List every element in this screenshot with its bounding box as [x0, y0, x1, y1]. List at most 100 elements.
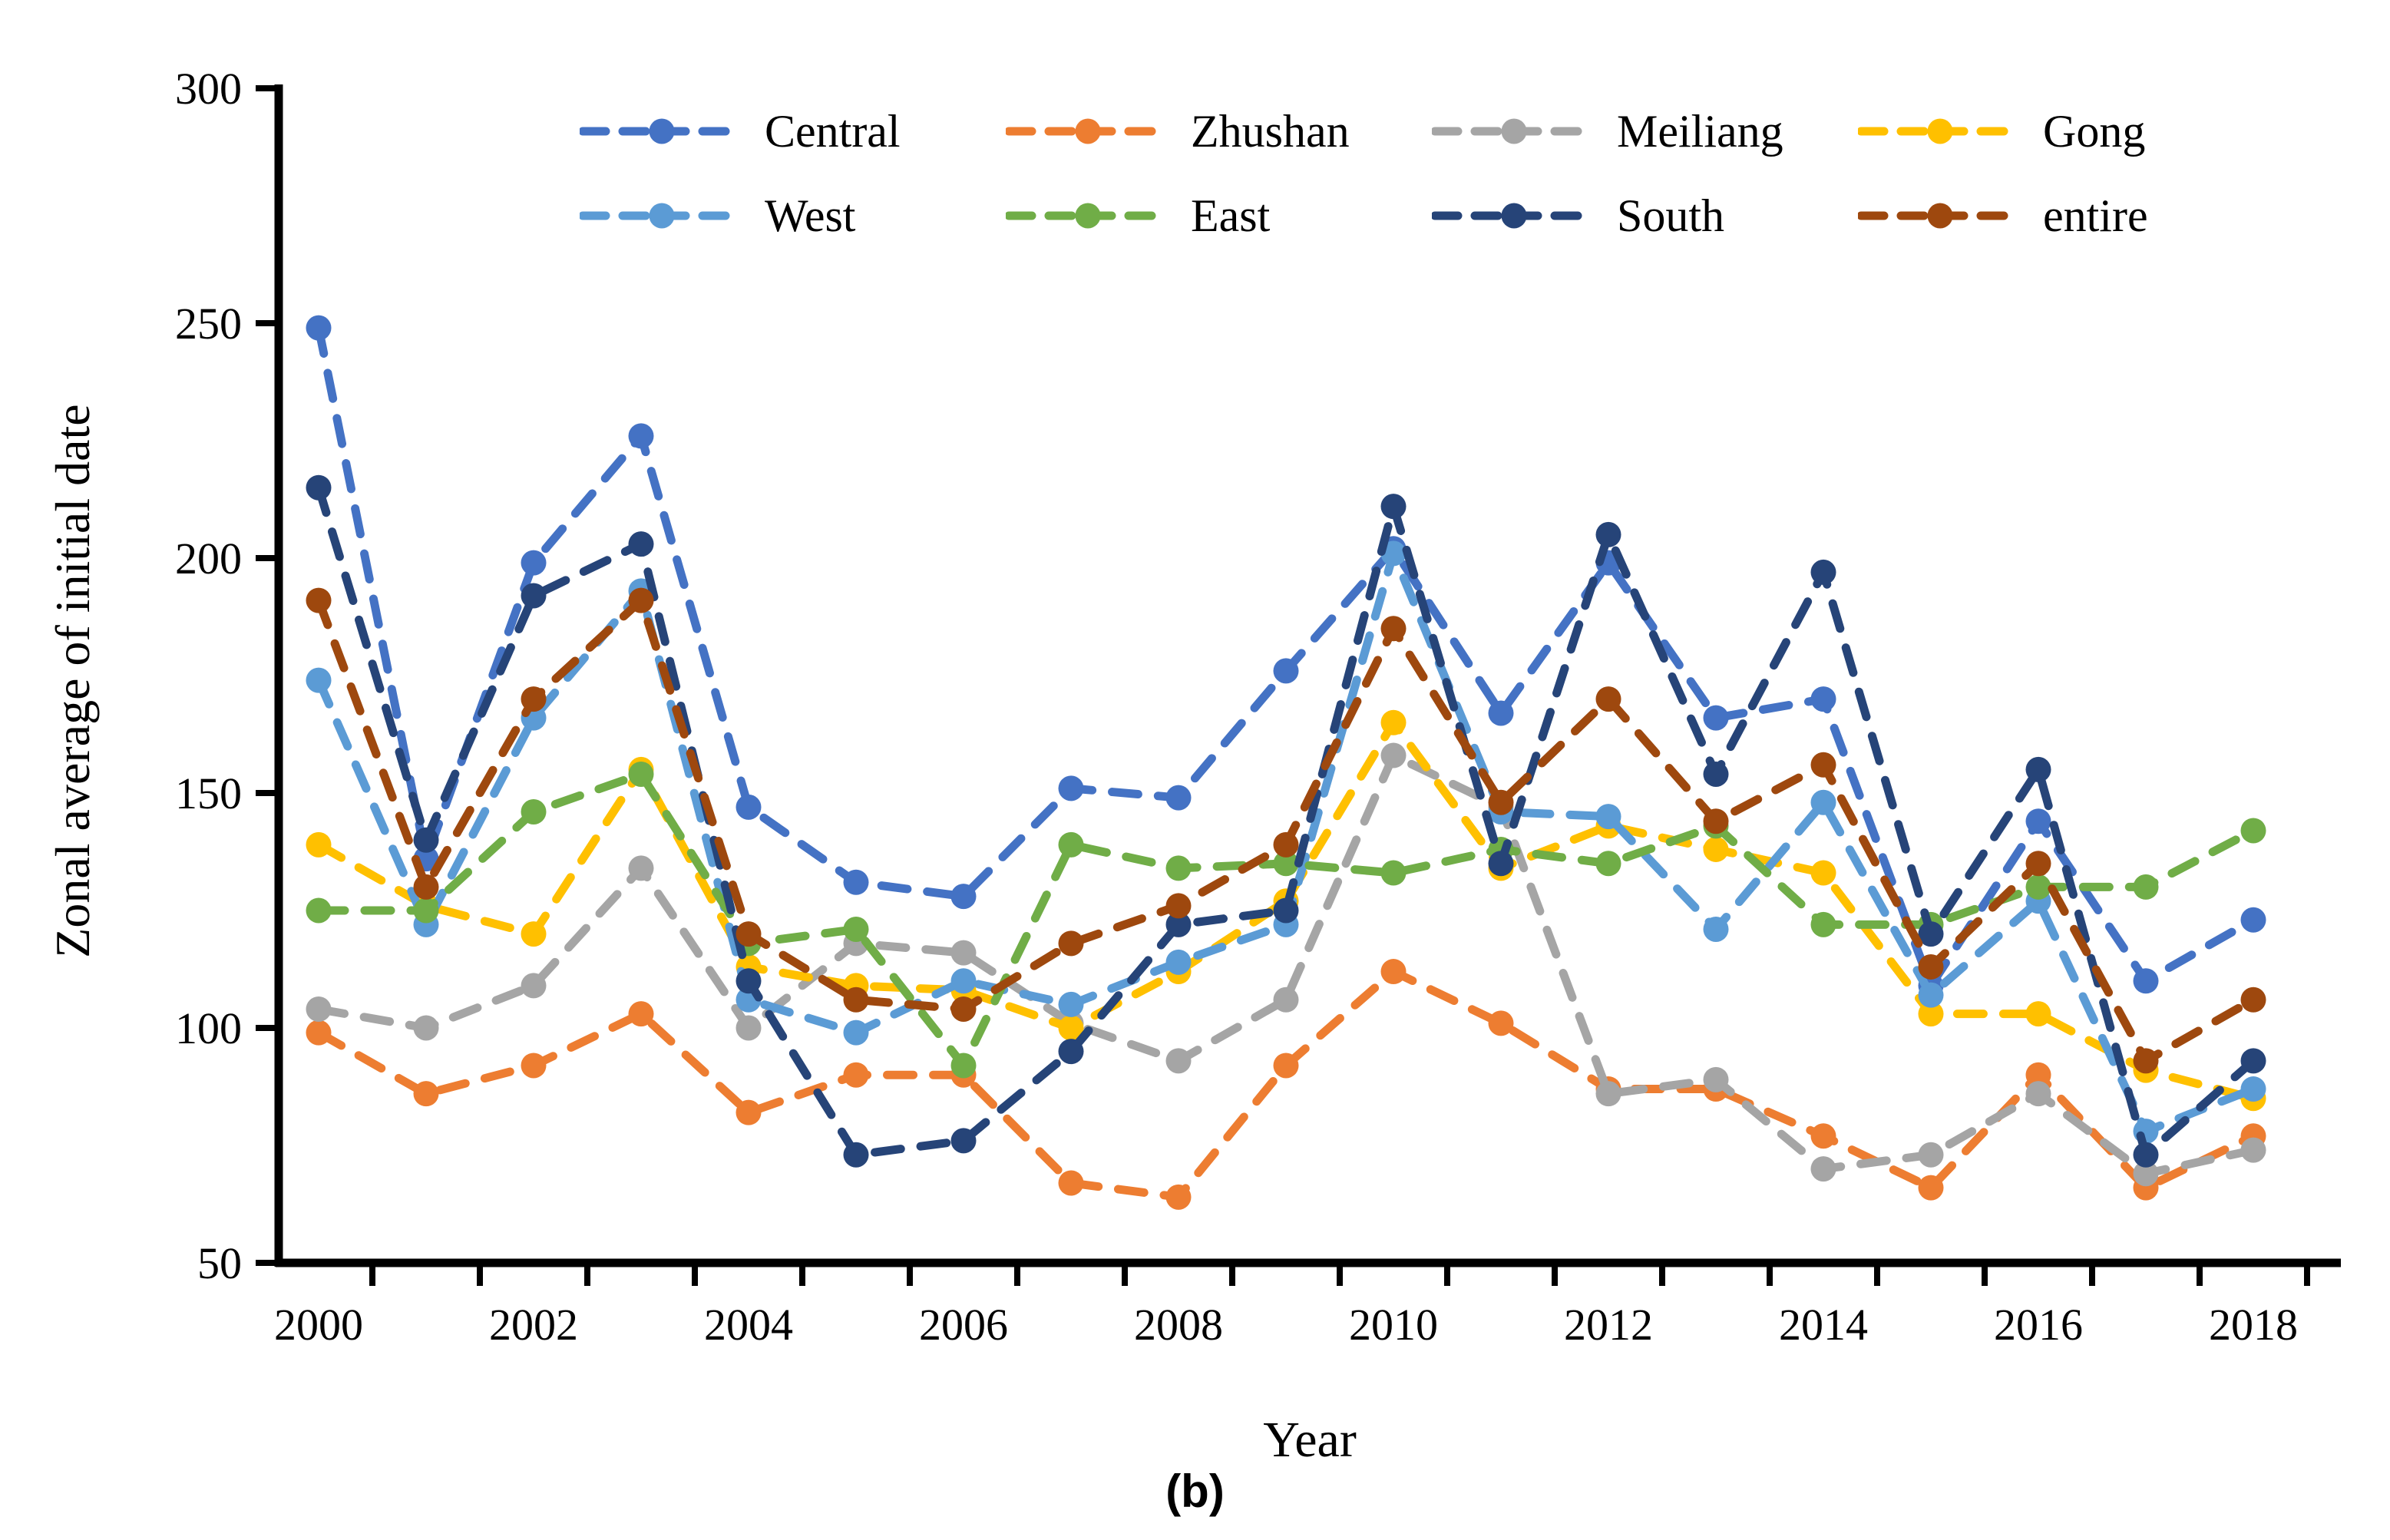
series-marker-zhushan	[1273, 1053, 1299, 1079]
series-marker-south	[1165, 911, 1192, 937]
series-marker-gong	[2025, 1001, 2051, 1027]
series-marker-east	[1165, 855, 1192, 881]
series-marker-west	[1380, 540, 1407, 567]
series-marker-entire	[1488, 789, 1514, 815]
series-marker-central	[950, 884, 977, 910]
series-marker-south	[521, 583, 547, 609]
series-marker-gong	[1058, 1015, 1084, 1041]
series-marker-meiliang	[1380, 742, 1407, 768]
series-marker-east	[1810, 911, 1836, 937]
series-marker-meiliang	[2240, 1137, 2266, 1163]
legend-line-sample	[580, 118, 745, 144]
x-tick-label: 2002	[489, 1300, 578, 1350]
series-marker-meiliang	[1810, 1156, 1836, 1182]
series-marker-meiliang	[628, 855, 654, 881]
series-marker-entire	[2025, 851, 2051, 877]
y-axis-title: Zonal average of initial date	[45, 404, 100, 958]
series-marker-east	[413, 897, 439, 924]
y-tick-label: 200	[175, 534, 242, 583]
series-marker-zhushan	[736, 1099, 762, 1125]
series-marker-entire	[736, 921, 762, 947]
series-marker-west	[1918, 982, 1944, 1008]
legend-label: Gong	[2043, 106, 2146, 157]
x-axis-title: Year	[1263, 1412, 1357, 1468]
series-marker-west	[1165, 949, 1192, 975]
series-marker-meiliang	[521, 973, 547, 999]
legend-label: Central	[765, 106, 901, 157]
series-marker-east	[2240, 818, 2266, 844]
legend-label: West	[765, 190, 856, 241]
series-marker-central	[521, 550, 547, 576]
legend-item-entire: entire	[1858, 192, 2284, 240]
x-tick-label: 2008	[1134, 1300, 1223, 1350]
series-marker-central	[2025, 808, 2051, 834]
series-marker-zhushan	[521, 1053, 547, 1079]
series-marker-meiliang	[2025, 1081, 2051, 1107]
series-marker-east	[1595, 851, 1621, 877]
series-marker-south	[628, 531, 654, 557]
series-marker-zhushan	[306, 1020, 332, 1046]
series-marker-entire	[1058, 930, 1084, 957]
series-marker-entire	[843, 986, 869, 1013]
series-marker-west	[2240, 1076, 2266, 1102]
series-marker-west	[1703, 916, 1729, 942]
series-marker-meiliang	[1595, 1081, 1621, 1107]
series-marker-meiliang	[736, 1015, 762, 1041]
y-tick-label: 150	[175, 768, 242, 818]
series-marker-east	[2133, 874, 2159, 900]
series-marker-meiliang	[1703, 1066, 1729, 1092]
series-marker-east	[843, 916, 869, 942]
series-marker-zhushan	[1810, 1123, 1836, 1149]
series-marker-zhushan	[1918, 1175, 1944, 1201]
y-tick-label: 100	[175, 1003, 242, 1053]
series-marker-central	[1703, 705, 1729, 731]
series-marker-zhushan	[2025, 1062, 2051, 1088]
series-marker-south	[1703, 762, 1729, 788]
series-marker-central	[628, 423, 654, 449]
legend-line-sample	[1432, 118, 1597, 144]
legend-line-sample	[1006, 118, 1171, 144]
series-marker-entire	[413, 874, 439, 900]
legend-line-sample	[580, 203, 745, 229]
series-marker-gong	[1918, 1001, 1944, 1027]
legend-label: Zhushan	[1191, 106, 1350, 157]
legend-line-sample	[1858, 118, 2023, 144]
series-marker-entire	[2133, 1048, 2159, 1074]
series-marker-south	[1380, 494, 1407, 520]
series-marker-south	[1273, 897, 1299, 924]
y-tick-label: 250	[175, 299, 242, 349]
series-marker-south	[413, 827, 439, 853]
series-marker-entire	[1595, 686, 1621, 712]
series-marker-south	[2025, 756, 2051, 782]
series-marker-west	[950, 968, 977, 994]
y-tick-label: 300	[175, 64, 242, 114]
series-marker-entire	[1918, 953, 1944, 980]
series-marker-west	[843, 1020, 869, 1046]
series-marker-entire	[1810, 752, 1836, 778]
series-marker-entire	[306, 587, 332, 613]
series-marker-east	[1380, 860, 1407, 886]
series-marker-west	[1810, 789, 1836, 815]
series-marker-south	[950, 1128, 977, 1154]
series-marker-entire	[950, 996, 977, 1023]
legend-item-central: Central	[580, 107, 1006, 155]
series-marker-south	[1058, 1039, 1084, 1065]
legend-item-gong: Gong	[1858, 107, 2284, 155]
legend-line-sample	[1858, 203, 2023, 229]
series-marker-central	[1810, 686, 1836, 712]
legend-item-zhushan: Zhushan	[1006, 107, 1432, 155]
series-marker-gong	[1380, 709, 1407, 735]
series-marker-gong	[1810, 860, 1836, 886]
x-tick-label: 2018	[2209, 1300, 2298, 1350]
series-marker-south	[1918, 921, 1944, 947]
x-tick-label: 2012	[1564, 1300, 1653, 1350]
series-marker-east	[950, 1053, 977, 1079]
figure-caption: (b)	[1165, 1466, 1225, 1517]
legend-item-meiliang: Meiliang	[1432, 107, 1858, 155]
x-tick-label: 2010	[1349, 1300, 1438, 1350]
x-tick-label: 2016	[1994, 1300, 2083, 1350]
series-marker-central	[2133, 968, 2159, 994]
series-marker-south	[1488, 851, 1514, 877]
